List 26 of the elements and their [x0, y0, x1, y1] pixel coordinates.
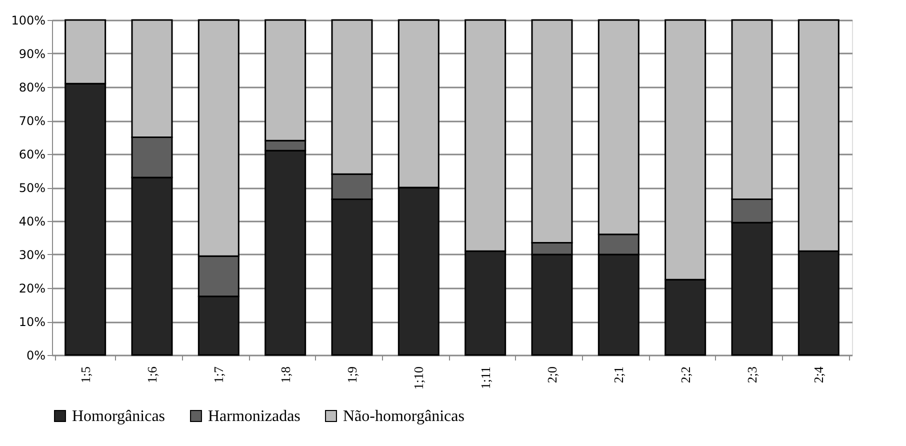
x-tick-label: 2;2 [678, 366, 693, 384]
y-tick-label: 60% [18, 148, 46, 162]
y-tick-label: 70% [18, 114, 46, 128]
x-tick-label: 1;11 [478, 366, 493, 390]
x-tick-label: 1;8 [278, 366, 293, 384]
legend-label: Harmonizadas [208, 408, 300, 425]
y-tick-label: 40% [18, 214, 46, 228]
y-tick-label: 30% [18, 248, 46, 262]
y-tick-label: 20% [18, 282, 46, 296]
y-tick-label: 10% [18, 315, 46, 329]
y-tick-label: 100% [11, 14, 46, 28]
y-tick-label: 0% [26, 348, 46, 362]
x-tick-label: 2;3 [744, 366, 760, 384]
y-tick-label: 90% [18, 47, 46, 61]
x-tick-label: 2;0 [544, 366, 560, 384]
x-tick-label: 1;5 [78, 366, 93, 384]
x-tick-label: 1;9 [344, 366, 360, 384]
x-tick-label: 1;6 [144, 366, 160, 384]
x-tick-label: 1;10 [411, 366, 426, 390]
x-tick-label: 1;7 [211, 366, 226, 384]
legend-label: Homorgânicas [72, 408, 166, 425]
legend-label: Não-homorgânicas [343, 408, 464, 425]
x-tick-label: 2;4 [811, 366, 826, 384]
y-tick-label: 80% [18, 80, 46, 94]
x-tick-label: 2;1 [611, 366, 626, 384]
y-tick-label: 50% [18, 181, 46, 195]
